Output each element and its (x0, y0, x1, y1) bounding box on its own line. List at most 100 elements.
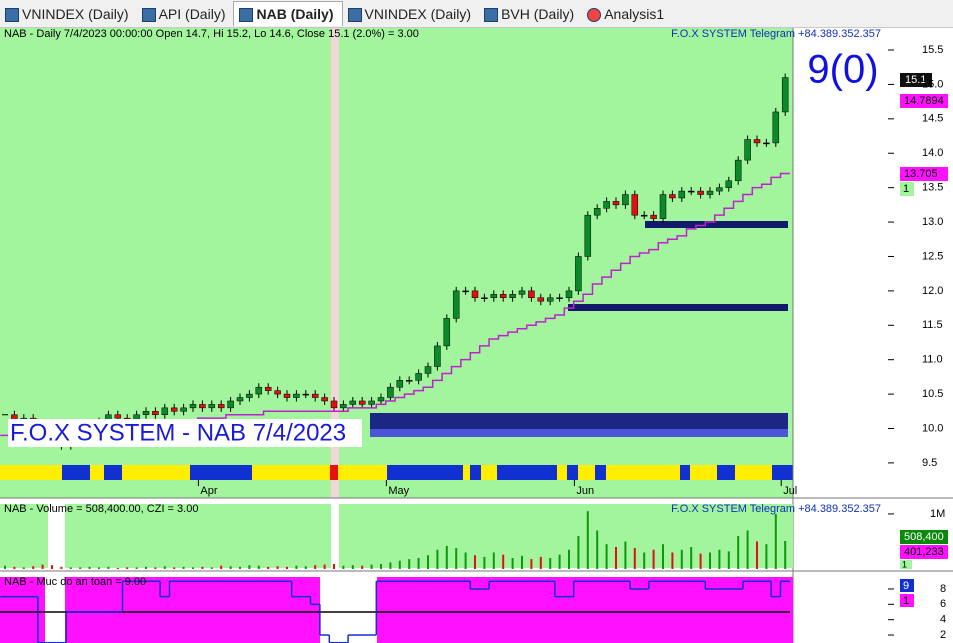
volume-bar (182, 566, 185, 570)
price-tag-label: 15.1 (905, 74, 926, 86)
candle (368, 400, 375, 405)
candle (180, 407, 187, 412)
volume-bar (511, 557, 514, 570)
volume-bar (314, 565, 317, 570)
y-tick-label: 10.5 (922, 388, 943, 400)
candle (659, 194, 667, 219)
volume-bar (737, 535, 740, 570)
volume-bar (370, 564, 373, 570)
volume-bar (267, 566, 270, 570)
volume-bar (60, 566, 63, 570)
panel-bg (0, 577, 793, 643)
candle (716, 187, 723, 192)
price-tag (900, 182, 914, 196)
safety-tag (900, 579, 914, 592)
candle (744, 139, 751, 161)
price-tag-label: 13.705 (904, 168, 938, 180)
tab[interactable]: NAB (Daily) (233, 1, 343, 26)
volume-bar (295, 565, 298, 570)
candle (274, 390, 281, 395)
y-tick-label: 11.5 (922, 319, 943, 331)
candle (537, 297, 545, 302)
volume-bar (380, 564, 382, 570)
candle (189, 404, 197, 409)
candle (330, 400, 338, 409)
volume-bar (568, 549, 570, 570)
candle (387, 386, 394, 398)
safety-tag-label: 9 (903, 580, 909, 592)
volume-bar (248, 565, 251, 570)
band (370, 429, 788, 437)
y-tick-label: 15.5 (922, 44, 943, 56)
tab[interactable]: Analysis1 (582, 2, 672, 26)
volume-bar (342, 565, 345, 570)
volume-bar (586, 511, 589, 570)
candle (518, 290, 526, 295)
tab[interactable]: VNINDEX (Daily) (343, 2, 480, 26)
panel-bg (0, 504, 793, 568)
y-tick-label: 10.0 (922, 422, 943, 434)
volume-bar (239, 566, 241, 570)
gap-strip (45, 577, 65, 643)
tab[interactable]: BVH (Daily) (479, 2, 582, 26)
volume-bar (530, 559, 533, 570)
candle (236, 397, 244, 402)
volume-bar (727, 551, 730, 570)
candle (471, 290, 479, 299)
volume-bar (615, 546, 617, 570)
tab-bar: VNINDEX (Daily) API (Daily) NAB (Daily) … (0, 0, 953, 28)
volume-bar (417, 557, 420, 570)
candle (697, 190, 704, 195)
y-tick-label: 13.0 (922, 216, 943, 228)
y-tick-label: 8 (940, 583, 946, 595)
volume-bar (633, 548, 636, 570)
candle (575, 256, 582, 292)
volume-bar (746, 530, 749, 570)
telegram: F.O.X SYSTEM Telegram +84.389.352.357 (671, 503, 881, 515)
candle (734, 159, 742, 182)
safety-header: NAB - Muc do an toan = 9.00 (4, 576, 146, 588)
candle (302, 393, 310, 396)
volume-bar (333, 564, 335, 570)
y-tick-label: 13.5 (922, 182, 943, 194)
volume-bar (257, 565, 260, 570)
x-tick-label: Jun (576, 485, 594, 497)
candle (631, 194, 639, 216)
candle (415, 373, 422, 381)
candle (208, 404, 216, 409)
volume-bar (436, 549, 439, 570)
volume-bar (756, 541, 758, 570)
candle (528, 290, 535, 299)
volume-bar (445, 545, 448, 570)
volume-bar (192, 567, 194, 570)
safety-tag (900, 594, 914, 607)
candle (603, 201, 610, 209)
volume-bar (549, 557, 552, 570)
candle (462, 290, 469, 293)
candle (650, 214, 657, 219)
volume-bar (624, 541, 627, 570)
volume-bar (323, 564, 326, 570)
y-tick-label: 15.0 (922, 78, 943, 90)
gap-strip (48, 504, 65, 568)
volume-bar (690, 546, 693, 570)
candle (622, 194, 629, 206)
tab[interactable]: API (Daily) (137, 2, 234, 26)
y-tick-label: 1M (930, 508, 945, 520)
volume-bar (286, 566, 288, 570)
y-tick-label: 11.0 (922, 354, 943, 366)
volume-bar (408, 559, 411, 570)
price-tag-label: 1 (903, 183, 909, 195)
signal: 9(0) (807, 48, 878, 92)
candle (499, 294, 507, 299)
candle (152, 411, 159, 415)
price-tag (900, 94, 948, 108)
tab[interactable]: VNINDEX (Daily) (0, 2, 137, 26)
state-strip (0, 465, 793, 480)
volume-bar (41, 564, 44, 570)
volume-bar (474, 555, 476, 570)
volume-bar (145, 566, 147, 570)
volume-bar (351, 565, 354, 570)
candle (452, 290, 460, 319)
candle (612, 201, 620, 206)
